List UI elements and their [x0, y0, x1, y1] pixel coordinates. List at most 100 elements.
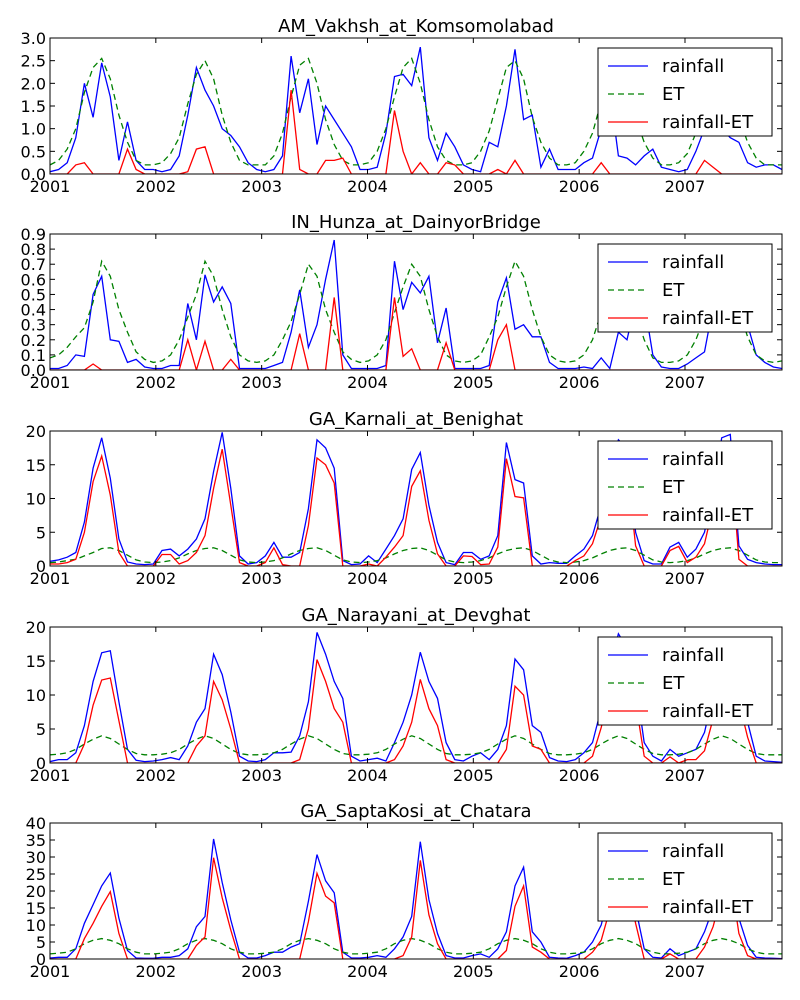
legend-label: rainfall-ET — [662, 112, 754, 133]
x-tick-label: 2003 — [241, 373, 282, 392]
x-tick-label: 2007 — [665, 766, 706, 785]
x-tick-label: 2003 — [241, 569, 282, 588]
x-tick-label: 2006 — [559, 766, 600, 785]
x-tick-label: 2004 — [347, 373, 388, 392]
legend-label: rainfall — [662, 252, 724, 273]
series-line-et — [50, 937, 782, 955]
legend-box — [597, 243, 773, 333]
y-tick-label: 0.1 — [21, 346, 46, 365]
y-tick-label: 2.5 — [21, 52, 46, 71]
x-tick-label: 2004 — [347, 177, 388, 196]
x-tick-label: 2001 — [30, 373, 71, 392]
x-tick-label: 2003 — [241, 766, 282, 785]
y-tick-label: 5 — [36, 933, 46, 952]
y-tick-label: 5 — [36, 523, 46, 542]
y-tick-label: 15 — [26, 456, 46, 475]
legend: rainfall ET rainfall-ET — [597, 47, 773, 137]
chart-title: GA_Karnali_at_Benighat — [309, 409, 523, 430]
legend-box — [597, 440, 773, 530]
legend-label: ET — [662, 477, 685, 498]
y-tick-label: 10 — [26, 686, 46, 705]
y-tick-label: 35 — [26, 831, 46, 850]
y-tick-label: 0.6 — [21, 270, 46, 289]
y-tick-label: 0.9 — [21, 225, 46, 244]
x-tick-label: 2004 — [347, 569, 388, 588]
y-tick-label: 40 — [26, 814, 46, 833]
chart-panel-2: IN_Hunza_at_DainyorBridge 0.00.10.20.30.4… — [21, 212, 783, 392]
y-tick-label: 2.0 — [21, 74, 46, 93]
plot-frame — [49, 233, 783, 371]
x-tick-label: 2007 — [665, 569, 706, 588]
x-tick-label: 2002 — [135, 569, 176, 588]
series-line-rainfall-et — [50, 297, 782, 370]
legend-label: ET — [662, 280, 685, 301]
series-line-rainfall — [50, 632, 782, 763]
series-line-et — [50, 57, 782, 166]
y-tick-label: 0.0 — [21, 361, 46, 380]
y-tick-label: 3.0 — [21, 29, 46, 48]
legend-label: rainfall — [662, 645, 724, 666]
x-tick-label: 2007 — [665, 177, 706, 196]
legend-label: rainfall-ET — [662, 308, 754, 329]
y-tick-label: 0.5 — [21, 285, 46, 304]
series-line-rainfall — [50, 838, 782, 959]
x-tick-label: 2005 — [453, 962, 494, 981]
y-tick-label: 0.0 — [21, 165, 46, 184]
y-tick-label: 0.4 — [21, 301, 46, 320]
x-tick-label: 2001 — [30, 177, 71, 196]
x-tick-label: 2006 — [559, 962, 600, 981]
x-tick-label: 2003 — [241, 177, 282, 196]
legend-box — [597, 832, 773, 922]
series-line-rainfall — [50, 239, 782, 370]
series-group — [50, 632, 782, 763]
legend: rainfall ET rainfall-ET — [597, 636, 773, 726]
y-tick-label: 10 — [26, 916, 46, 935]
y-tick-label: 0 — [36, 557, 46, 576]
chart-title: GA_Narayani_at_Devghat — [302, 605, 531, 626]
series-line-et — [50, 735, 782, 756]
series-group — [50, 239, 782, 370]
y-tick-label: 0 — [36, 950, 46, 969]
legend: rainfall ET rainfall-ET — [597, 832, 773, 922]
series-line-et — [50, 259, 782, 364]
x-tick-label: 2006 — [559, 373, 600, 392]
legend-label: rainfall — [662, 841, 724, 862]
x-tick-label: 2005 — [453, 177, 494, 196]
y-tick-label: 20 — [26, 882, 46, 901]
x-tick-label: 2002 — [135, 177, 176, 196]
x-tick-label: 2003 — [241, 962, 282, 981]
legend-box — [597, 636, 773, 726]
y-tick-label: 0.5 — [21, 142, 46, 161]
chart-title: AM_Vakhsh_at_Komsomolabad — [278, 16, 554, 37]
series-line-rainfall — [50, 432, 782, 566]
x-tick-label: 2001 — [30, 962, 71, 981]
x-tick-label: 2006 — [559, 177, 600, 196]
legend: rainfall ET rainfall-ET — [597, 440, 773, 530]
x-tick-label: 2002 — [135, 373, 176, 392]
series-group — [50, 432, 782, 566]
legend-label: rainfall — [662, 56, 724, 77]
y-tick-label: 1.5 — [21, 97, 46, 116]
y-tick-label: 5 — [36, 720, 46, 739]
chart-title: IN_Hunza_at_DainyorBridge — [291, 212, 541, 233]
y-tick-label: 25 — [26, 865, 46, 884]
series-line-rainfall-et — [50, 90, 782, 174]
x-tick-label: 2004 — [347, 962, 388, 981]
x-tick-label: 2004 — [347, 766, 388, 785]
x-tick-label: 2002 — [135, 962, 176, 981]
legend-label: ET — [662, 673, 685, 694]
x-tick-label: 2005 — [453, 766, 494, 785]
y-tick-label: 15 — [26, 899, 46, 918]
series-group — [50, 838, 782, 959]
series-line-et — [50, 547, 782, 564]
y-tick-label: 1.0 — [21, 120, 46, 139]
series-line-rainfall-et — [50, 449, 782, 566]
x-tick-label: 2005 — [453, 373, 494, 392]
legend-label: ET — [662, 84, 685, 105]
chart-panel-4: GA_Narayani_at_Devghat 0 5 10 15 20 2001 2002 20… — [26, 605, 783, 785]
chart-panel-1: AM_Vakhsh_at_Komsomolabad 0.0 0.5 1.0 1.5 2.0… — [21, 16, 783, 196]
y-tick-label: 0.3 — [21, 316, 46, 335]
x-tick-label: 2006 — [559, 569, 600, 588]
legend-label: rainfall-ET — [662, 897, 754, 918]
